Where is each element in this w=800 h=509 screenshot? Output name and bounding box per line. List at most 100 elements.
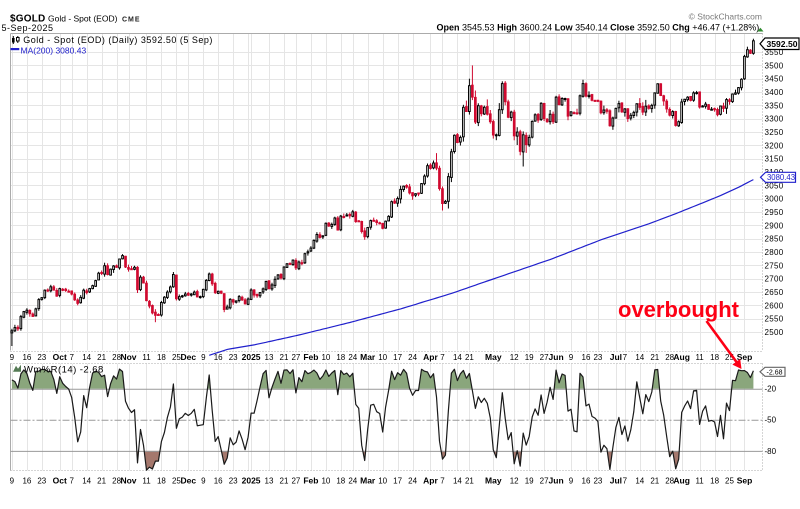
svg-text:Jul: Jul <box>610 352 622 362</box>
svg-text:2850: 2850 <box>765 235 784 244</box>
svg-text:7: 7 <box>69 353 74 362</box>
svg-text:$GOLD: $GOLD <box>10 14 45 25</box>
svg-text:Oct: Oct <box>53 476 67 486</box>
svg-text:MA(200) 3080.43: MA(200) 3080.43 <box>21 46 87 56</box>
svg-text:© StockCharts.com: © StockCharts.com <box>689 12 762 22</box>
svg-text:overbought: overbought <box>618 297 740 322</box>
svg-text:Nov: Nov <box>120 352 136 362</box>
svg-text:13: 13 <box>265 353 274 362</box>
svg-text:10: 10 <box>321 353 330 362</box>
svg-text:3400: 3400 <box>765 88 784 97</box>
svg-text:-50: -50 <box>765 416 777 425</box>
svg-text:2950: 2950 <box>765 208 784 217</box>
svg-text:CME: CME <box>122 17 141 24</box>
svg-text:3300: 3300 <box>765 115 784 124</box>
svg-text:Aug: Aug <box>673 476 690 486</box>
svg-text:3450: 3450 <box>765 75 784 84</box>
svg-text:9: 9 <box>201 477 206 486</box>
svg-text:18: 18 <box>157 477 166 486</box>
svg-text:2800: 2800 <box>765 248 784 257</box>
svg-text:27: 27 <box>540 477 549 486</box>
svg-text:14: 14 <box>82 477 91 486</box>
svg-text:7: 7 <box>69 477 74 486</box>
svg-text:3592.50: 3592.50 <box>767 39 798 49</box>
svg-text:19: 19 <box>525 353 534 362</box>
svg-text:18: 18 <box>157 353 166 362</box>
svg-text:-2.68: -2.68 <box>767 367 783 376</box>
svg-text:16: 16 <box>214 353 223 362</box>
svg-text:May: May <box>485 352 502 362</box>
svg-text:Apr: Apr <box>423 476 438 486</box>
svg-text:24: 24 <box>408 353 417 362</box>
svg-text:3050: 3050 <box>765 181 784 190</box>
svg-text:23: 23 <box>593 353 602 362</box>
svg-text:12: 12 <box>510 353 519 362</box>
svg-text:28: 28 <box>112 477 121 486</box>
svg-text:Jun: Jun <box>549 476 564 486</box>
svg-text:7: 7 <box>623 477 628 486</box>
svg-text:17: 17 <box>393 353 402 362</box>
svg-text:10: 10 <box>378 353 387 362</box>
svg-text:14: 14 <box>635 477 644 486</box>
svg-text:Gold - Spot (EOD): Gold - Spot (EOD) <box>48 14 118 24</box>
svg-text:10: 10 <box>321 477 330 486</box>
svg-text:3550: 3550 <box>765 48 784 57</box>
svg-text:2025: 2025 <box>242 476 261 486</box>
svg-text:23: 23 <box>593 477 602 486</box>
svg-text:5-Sep-2025: 5-Sep-2025 <box>2 23 54 33</box>
svg-text:2500: 2500 <box>765 328 784 337</box>
svg-text:24: 24 <box>348 353 357 362</box>
svg-text:21: 21 <box>97 477 106 486</box>
svg-text:23: 23 <box>37 477 46 486</box>
svg-text:28: 28 <box>665 477 674 486</box>
svg-text:3250: 3250 <box>765 128 784 137</box>
svg-text:21: 21 <box>280 353 289 362</box>
svg-text:9: 9 <box>10 477 15 486</box>
svg-text:2700: 2700 <box>765 275 784 284</box>
svg-text:3080.43: 3080.43 <box>767 173 796 182</box>
svg-text:Sep: Sep <box>737 476 753 486</box>
svg-text:21: 21 <box>650 477 659 486</box>
svg-text:21: 21 <box>465 477 474 486</box>
svg-text:25: 25 <box>725 477 734 486</box>
svg-text:16: 16 <box>582 477 591 486</box>
svg-text:16: 16 <box>582 353 591 362</box>
svg-text:16: 16 <box>22 353 31 362</box>
svg-text:11: 11 <box>695 353 704 362</box>
svg-text:7: 7 <box>440 353 445 362</box>
svg-text:9: 9 <box>201 353 206 362</box>
svg-text:21: 21 <box>650 353 659 362</box>
svg-text:2750: 2750 <box>765 261 784 270</box>
svg-text:3500: 3500 <box>765 61 784 70</box>
svg-text:Open 3545.53 High 3600.24 Low: Open 3545.53 High 3600.24 Low 3540.14 Cl… <box>437 23 760 33</box>
svg-text:Mar: Mar <box>360 476 376 486</box>
svg-text:3150: 3150 <box>765 155 784 164</box>
svg-text:21: 21 <box>465 353 474 362</box>
svg-text:25: 25 <box>172 477 181 486</box>
svg-text:2900: 2900 <box>765 221 784 230</box>
svg-text:28: 28 <box>665 353 674 362</box>
svg-text:-80: -80 <box>765 447 777 456</box>
svg-text:2650: 2650 <box>765 288 784 297</box>
svg-text:Wm%R(14) -2.68: Wm%R(14) -2.68 <box>24 364 104 375</box>
svg-text:Feb: Feb <box>303 476 318 486</box>
svg-text:16: 16 <box>214 477 223 486</box>
svg-text:Nov: Nov <box>120 476 136 486</box>
svg-text:14: 14 <box>453 353 462 362</box>
svg-text:21: 21 <box>97 353 106 362</box>
svg-text:2550: 2550 <box>765 315 784 324</box>
svg-text:11: 11 <box>142 353 151 362</box>
svg-text:28: 28 <box>112 353 121 362</box>
svg-text:16: 16 <box>22 477 31 486</box>
svg-text:18: 18 <box>710 477 719 486</box>
svg-text:11: 11 <box>695 477 704 486</box>
svg-text:Jul: Jul <box>610 476 622 486</box>
svg-text:23: 23 <box>229 353 238 362</box>
svg-text:Dec: Dec <box>181 352 197 362</box>
svg-text:27: 27 <box>291 477 300 486</box>
svg-text:May: May <box>485 476 502 486</box>
svg-text:Aug: Aug <box>673 352 690 362</box>
svg-text:25: 25 <box>725 353 734 362</box>
svg-text:Gold - Spot (EOD) (Daily) 3592: Gold - Spot (EOD) (Daily) 3592.50 (5 Sep… <box>23 35 213 45</box>
svg-text:2600: 2600 <box>765 301 784 310</box>
